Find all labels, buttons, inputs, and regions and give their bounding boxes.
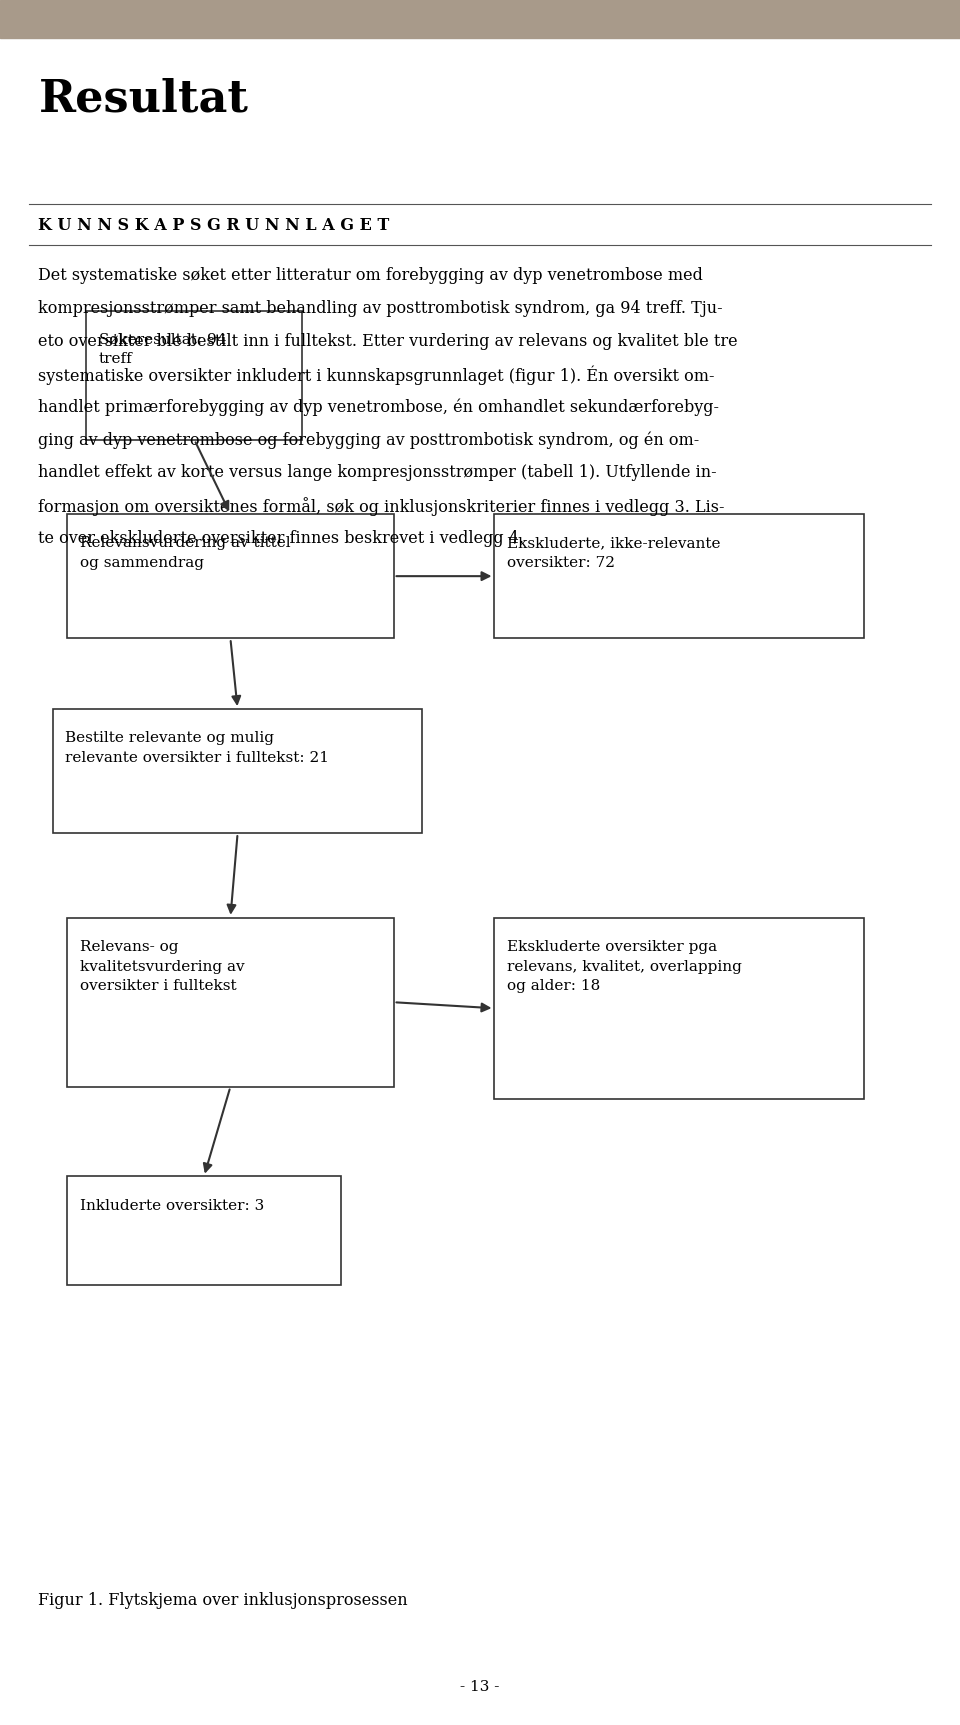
Bar (53, 709, 422, 833)
Text: te over ekskluderte oversikter finnes beskrevet i vedlegg 4.: te over ekskluderte oversikter finnes be… (38, 530, 524, 547)
Text: Resultat: Resultat (38, 78, 249, 121)
Text: Ekskluderte oversikter pga
relevans, kvalitet, overlapping
og alder: 18: Ekskluderte oversikter pga relevans, kva… (507, 940, 742, 994)
Text: Søkeresultat: 94
treff: Søkeresultat: 94 treff (99, 333, 227, 366)
Bar (86, 310, 302, 440)
Bar (494, 918, 864, 1099)
Text: K U N N S K A P S G R U N N L A G E T: K U N N S K A P S G R U N N L A G E T (38, 217, 390, 235)
Text: handlet primærforebygging av dyp venetrombose, én omhandlet sekundærforebyg-: handlet primærforebygging av dyp venetro… (38, 398, 719, 416)
Text: ging av dyp venetrombose og forebygging av posttrombotisk syndrom, og én om-: ging av dyp venetrombose og forebygging … (38, 431, 700, 448)
Text: Relevansvurdering av tittel
og sammendrag: Relevansvurdering av tittel og sammendra… (80, 536, 290, 569)
Bar (67, 514, 394, 638)
Bar (67, 918, 394, 1087)
Text: handlet effekt av korte versus lange kompresjonsstrømper (tabell 1). Utfyllende : handlet effekt av korte versus lange kom… (38, 464, 717, 481)
Text: Bestilte relevante og mulig
relevante oversikter i fulltekst: 21: Bestilte relevante og mulig relevante ov… (65, 731, 329, 764)
Text: kompresjonsstrømper samt behandling av posttrombotisk syndrom, ga 94 treff. Tju-: kompresjonsstrømper samt behandling av p… (38, 300, 723, 317)
Text: eto oversikter ble bestilt inn i fulltekst. Etter vurdering av relevans og kvali: eto oversikter ble bestilt inn i fulltek… (38, 333, 738, 350)
Bar (0, 0, 960, 38)
Bar (494, 514, 864, 638)
Text: systematiske oversikter inkludert i kunnskapsgrunnlaget (figur 1). Én oversikt o: systematiske oversikter inkludert i kunn… (38, 366, 715, 385)
Text: - 13 -: - 13 - (460, 1680, 500, 1694)
Text: Inkluderte oversikter: 3: Inkluderte oversikter: 3 (80, 1199, 264, 1213)
Text: Figur 1. Flytskjema over inklusjonsprosessen: Figur 1. Flytskjema over inklusjonsprose… (38, 1592, 408, 1609)
Bar (67, 1176, 341, 1285)
Text: Relevans- og
kvalitetsvurdering av
oversikter i fulltekst: Relevans- og kvalitetsvurdering av overs… (80, 940, 244, 994)
Text: Det systematiske søket etter litteratur om forebygging av dyp venetrombose med: Det systematiske søket etter litteratur … (38, 267, 704, 285)
Text: Ekskluderte, ikke-relevante
oversikter: 72: Ekskluderte, ikke-relevante oversikter: … (507, 536, 720, 569)
Text: formasjon om oversiktenes formål, søk og inklusjonskriterier finnes i vedlegg 3.: formasjon om oversiktenes formål, søk og… (38, 497, 725, 516)
